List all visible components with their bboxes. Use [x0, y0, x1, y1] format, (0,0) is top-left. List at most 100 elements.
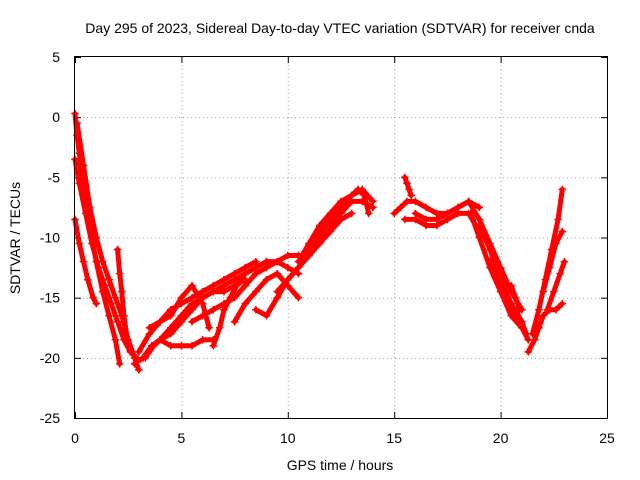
series-arc-12	[209, 257, 271, 350]
data-point	[516, 305, 524, 314]
data-point	[467, 209, 475, 218]
data-point	[273, 257, 281, 266]
data-point	[528, 330, 537, 338]
data-point	[530, 336, 539, 344]
data-point	[539, 311, 547, 320]
data-point	[113, 245, 122, 254]
data-point	[262, 263, 271, 272]
data-point	[558, 227, 567, 236]
data-point	[115, 269, 124, 278]
data-point	[284, 251, 292, 260]
data-point	[156, 317, 164, 326]
y-tick-label: -25	[40, 410, 60, 426]
data-point	[130, 354, 139, 362]
data-point	[209, 342, 218, 350]
data-point	[354, 185, 362, 194]
x-tick-labels: 0 5 10 15 20 25	[71, 430, 615, 446]
series-arc-30	[539, 227, 567, 296]
data-point	[205, 324, 213, 332]
data-point	[92, 299, 101, 308]
series-arc-3	[73, 119, 143, 374]
data-point	[433, 221, 441, 230]
data-point	[443, 209, 452, 218]
data-point	[130, 360, 139, 368]
data-point	[198, 299, 207, 308]
data-point	[496, 281, 505, 290]
data-point	[405, 185, 413, 194]
data-point	[92, 233, 101, 242]
data-point	[294, 293, 303, 302]
data-point	[403, 179, 411, 188]
data-point	[92, 257, 101, 266]
data-point	[524, 348, 533, 356]
x-tick-label: 0	[71, 430, 79, 446]
data-point	[539, 287, 547, 296]
data-point	[443, 215, 452, 224]
series-trace	[74, 120, 142, 373]
data-point	[396, 203, 405, 212]
series-arc-26	[507, 281, 524, 314]
data-point	[422, 221, 430, 230]
data-point	[422, 215, 430, 224]
series-trace	[540, 229, 565, 295]
data-point	[89, 293, 97, 302]
data-point	[230, 269, 239, 278]
data-point	[188, 305, 196, 314]
data-point	[369, 203, 377, 212]
data-point	[188, 281, 196, 290]
data-point	[220, 287, 228, 296]
data-point	[294, 263, 303, 272]
data-point	[411, 209, 420, 218]
data-point	[198, 287, 207, 296]
x-tick-label: 5	[178, 430, 186, 446]
series-arc-5	[113, 245, 132, 350]
data-point	[401, 173, 409, 182]
data-point	[507, 281, 515, 290]
y-tick-label: 0	[52, 109, 60, 125]
data-point	[135, 366, 143, 374]
series-arc-13	[230, 269, 303, 326]
plot-frame	[74, 56, 608, 419]
data-point	[401, 215, 409, 224]
series-trace	[306, 186, 372, 246]
data-point	[167, 324, 175, 332]
y-tick-label: -5	[48, 169, 61, 185]
data-point	[118, 287, 126, 296]
series-trace	[413, 198, 472, 222]
data-point	[79, 161, 88, 170]
data-point	[550, 287, 558, 296]
data-point	[273, 287, 281, 296]
data-point	[475, 203, 484, 212]
data-point	[220, 275, 228, 284]
x-tick-label: 25	[599, 430, 615, 446]
data-point	[145, 324, 154, 332]
data-point	[198, 311, 207, 320]
data-point	[177, 342, 186, 350]
data-point	[315, 221, 324, 230]
x-axis-label: GPS time / hours	[287, 457, 394, 473]
data-point	[411, 215, 420, 224]
y-tick-label: -20	[40, 350, 60, 366]
data-point	[552, 305, 560, 314]
data-point	[262, 257, 271, 266]
data-point	[230, 275, 239, 284]
data-point	[422, 203, 430, 212]
data-point	[149, 342, 158, 350]
data-point	[454, 209, 462, 218]
data-point	[198, 336, 207, 344]
y-axis-label: SDTVAR / TECUs	[7, 182, 23, 294]
series-arc-8	[141, 336, 218, 362]
y-tick-label: 5	[52, 49, 60, 65]
data-point	[113, 317, 122, 326]
data-point	[177, 293, 186, 302]
data-point	[475, 215, 484, 224]
data-point	[518, 324, 526, 332]
series-arc-25	[486, 257, 533, 344]
data-point	[294, 269, 303, 278]
data-point	[145, 330, 154, 338]
data-point	[543, 305, 552, 314]
data-point	[98, 287, 107, 296]
data-point	[273, 293, 281, 302]
data-point	[252, 287, 260, 296]
data-point	[390, 209, 398, 218]
